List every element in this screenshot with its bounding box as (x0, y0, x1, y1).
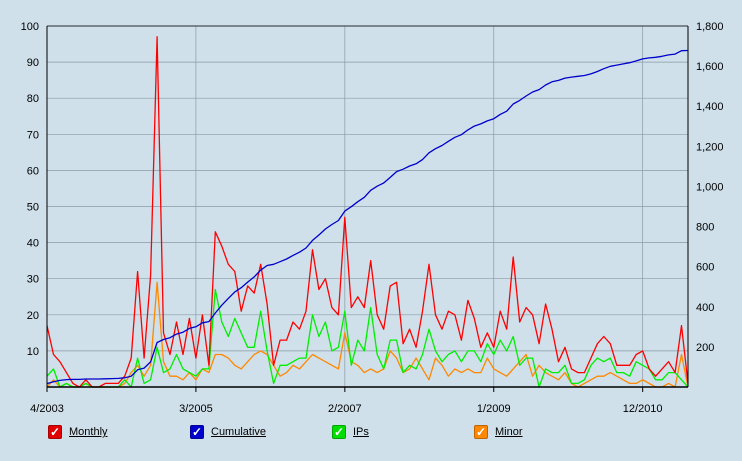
right-tick-label: 200 (696, 342, 714, 354)
check-icon[interactable]: ✓ (332, 425, 346, 439)
legend: ✓ Monthly ✓ Cumulative ✓ IPs ✓ Minor (0, 425, 742, 445)
legend-item-ips[interactable]: ✓ IPs (332, 425, 369, 439)
right-tick-label: 400 (696, 302, 714, 314)
right-tick-label: 600 (696, 262, 714, 274)
right-tick-label: 1,400 (696, 101, 724, 113)
x-tick-label: 1/2009 (477, 403, 511, 415)
right-tick-label: 1,200 (696, 141, 724, 153)
check-icon[interactable]: ✓ (190, 425, 204, 439)
left-tick-label: 70 (27, 129, 39, 141)
right-tick-label: 800 (696, 222, 714, 234)
left-tick-label: 90 (27, 57, 39, 69)
legend-item-monthly[interactable]: ✓ Monthly (48, 425, 108, 439)
legend-item-cumulative[interactable]: ✓ Cumulative (190, 425, 266, 439)
axes (46, 25, 689, 392)
legend-label-minor[interactable]: Minor (495, 426, 523, 438)
left-tick-label: 80 (27, 93, 39, 105)
right-tick-label: 1,600 (696, 61, 724, 73)
right-axis-labels: 1,800 1,600 1,400 1,200 1,000 800 600 400 200 (696, 21, 724, 354)
series-line-monthly (46, 36, 689, 388)
left-axis-labels: 100 90 80 70 60 50 40 30 20 10 (21, 21, 39, 358)
left-tick-label: 40 (27, 238, 39, 250)
series-line-cumulative (46, 49, 689, 385)
legend-label-cumulative[interactable]: Cumulative (211, 426, 267, 438)
legend-label-monthly[interactable]: Monthly (69, 426, 108, 438)
x-tick-label: 4/2003 (30, 403, 64, 415)
left-tick-label: 60 (27, 165, 39, 177)
left-tick-label: 50 (27, 202, 39, 214)
legend-label-ips[interactable]: IPs (353, 426, 369, 438)
left-tick-label: 20 (27, 310, 39, 322)
x-tick-label: 2/2007 (328, 403, 362, 415)
left-tick-label: 100 (21, 21, 39, 33)
x-tick-label: 3/2005 (179, 403, 213, 415)
left-tick-label: 10 (27, 346, 39, 358)
x-axis-labels: 4/2003 3/2005 2/2007 1/2009 12/2010 (30, 403, 662, 415)
series-lines (46, 36, 689, 388)
right-tick-label: 1,800 (696, 21, 724, 33)
series-line-minor (46, 281, 689, 388)
check-icon[interactable]: ✓ (48, 425, 62, 439)
right-tick-label: 1,000 (696, 181, 724, 193)
series-line-ips (46, 288, 689, 388)
left-tick-label: 30 (27, 274, 39, 286)
line-chart: 100 90 80 70 60 50 40 30 20 10 1,800 1,600 1,400 1,2… (21, 21, 724, 415)
legend-item-minor[interactable]: ✓ Minor (474, 425, 523, 439)
check-icon[interactable]: ✓ (474, 425, 488, 439)
x-tick-label: 12/2010 (623, 403, 663, 415)
